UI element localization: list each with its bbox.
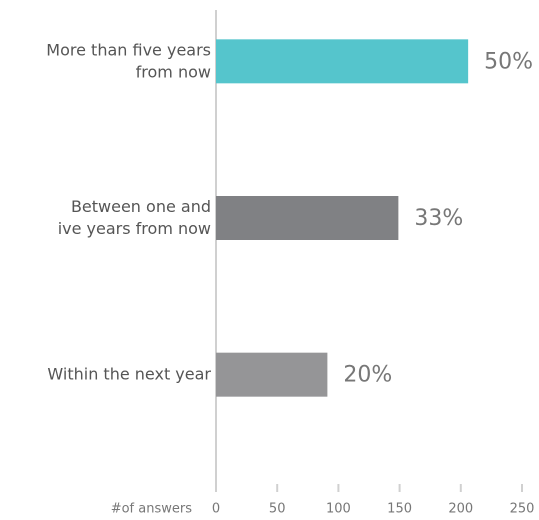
- y-tick-label-line: Within the next year: [47, 364, 211, 383]
- y-tick-label-line: Between one and: [71, 197, 211, 216]
- bar: [216, 196, 399, 240]
- y-tick-label-line: More than five years: [46, 40, 211, 59]
- x-tick-label: 100: [326, 502, 351, 517]
- x-tick-label: 0: [212, 502, 220, 517]
- annotation: 50%: [484, 49, 533, 74]
- bar: [216, 39, 469, 84]
- x-tick-label: 50: [269, 502, 286, 517]
- x-tick-label: 250: [510, 502, 535, 517]
- bar: [216, 352, 328, 397]
- y-tick-label-line: from now: [136, 62, 211, 81]
- x-tick-label: 150: [387, 502, 412, 517]
- x-tick-label: 200: [448, 502, 473, 517]
- x-axis-label: #of answers: [111, 502, 193, 517]
- y-tick-label-line: ive years from now: [58, 219, 211, 238]
- annotation: 20%: [343, 363, 392, 388]
- y-tick-label: More than five years from now: [46, 40, 211, 81]
- annotation: 33%: [414, 206, 463, 231]
- y-tick-label: Within the next year: [47, 364, 211, 383]
- y-tick-label: Between one and ive years from now: [58, 197, 211, 238]
